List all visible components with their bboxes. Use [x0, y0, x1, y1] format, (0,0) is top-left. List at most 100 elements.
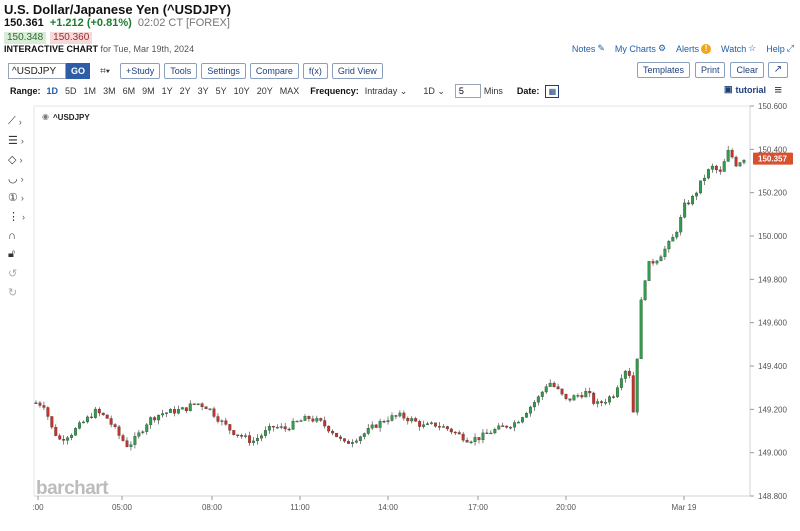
eye-icon[interactable]: ◉	[42, 112, 49, 121]
candle-body	[184, 407, 188, 412]
candle-body	[366, 427, 370, 434]
templates-button[interactable]: Templates	[636, 62, 690, 78]
tools-button[interactable]: Tools	[164, 63, 198, 79]
candle-body	[402, 412, 406, 419]
quote-time: 02:02 CT [FOREX]	[137, 17, 230, 29]
bid-ask: 150.348 150.360	[4, 32, 93, 44]
candle-body	[89, 416, 93, 419]
annotation-tool[interactable]: ① ›	[8, 192, 24, 204]
range-option-5d[interactable]: 5D	[65, 86, 77, 96]
candle-body	[50, 416, 54, 428]
candle-body	[378, 421, 382, 428]
curve-tool[interactable]: ◡ ›	[8, 173, 24, 185]
candle-body	[461, 433, 465, 441]
interval-input[interactable]	[454, 84, 481, 98]
candle-body	[639, 299, 643, 360]
range-option-10y[interactable]: 10Y	[233, 86, 250, 96]
range-option-9m[interactable]: 9M	[142, 86, 155, 96]
candle-body	[525, 413, 528, 418]
candle-body	[556, 386, 560, 390]
range-option-max[interactable]: MAX	[279, 86, 300, 96]
range-option-2y[interactable]: 2Y	[179, 86, 191, 96]
candle-body	[528, 406, 532, 414]
x-tick-label: 14:00	[378, 503, 399, 512]
go-button[interactable]: GO	[66, 63, 91, 79]
interval-unit-select[interactable]: 1D ⌄	[423, 85, 445, 96]
candle-body	[323, 420, 327, 427]
candle-body	[62, 439, 66, 441]
candle-body	[176, 409, 180, 414]
magnet-tool[interactable]: ∩	[8, 226, 34, 245]
range-option-3y[interactable]: 3Y	[197, 86, 209, 96]
menu-icon[interactable]: ≡	[774, 82, 782, 97]
fullscreen-icon[interactable]: ↗	[768, 62, 788, 78]
range-option-20y[interactable]: 20Y	[256, 86, 273, 96]
candle-body	[572, 395, 576, 401]
y-tick-label: 149.000	[758, 449, 787, 458]
measure-tool[interactable]: ⋮ ›	[8, 211, 25, 223]
redo-button[interactable]: ↻	[8, 283, 34, 302]
help-link[interactable]: Help ⤢	[766, 43, 794, 54]
tutorial-link[interactable]: ▣ tutorial	[723, 84, 766, 95]
notes-link[interactable]: Notes ✎	[571, 43, 605, 54]
candle-body	[679, 217, 683, 233]
lock-icon: 🔓︎	[8, 248, 16, 260]
candle-body	[54, 426, 58, 436]
range-option-3m[interactable]: 3M	[103, 86, 116, 96]
candle-body	[263, 430, 267, 436]
candle-body	[343, 438, 346, 442]
range-option-1y[interactable]: 1Y	[161, 86, 173, 96]
candle-body	[267, 425, 271, 431]
candle-body	[394, 415, 398, 417]
candle-body	[347, 441, 350, 444]
compare-icon[interactable]: ⌗▾	[100, 65, 110, 77]
x-tick-label: 17:00	[468, 503, 489, 512]
candle-body	[350, 442, 354, 444]
candle-body	[699, 180, 702, 194]
range-option-1d[interactable]: 1D	[46, 86, 59, 96]
drawing-tools-sidebar: ⟋ › ☰ › ◇ › ◡ › ① › ⋮ › ∩ 🔓︎ ↺ ↻	[8, 112, 34, 302]
bid-price: 150.348	[4, 32, 47, 44]
candle-body	[386, 420, 390, 423]
undo-button[interactable]: ↺	[8, 264, 34, 283]
fx-button[interactable]: f(x)	[302, 63, 328, 79]
candle-body	[465, 440, 469, 443]
candle-body	[615, 387, 619, 398]
trendline-tool[interactable]: ⟋ ›	[8, 115, 22, 127]
clear-button[interactable]: Clear	[730, 62, 764, 78]
candle-body	[354, 440, 358, 443]
chart-caption: INTERACTIVE CHART for Tue, Mar 19th, 202…	[4, 44, 194, 54]
alerts-link[interactable]: Alerts!	[676, 43, 712, 54]
grid-view-button[interactable]: Grid View	[331, 63, 383, 79]
candle-body	[121, 435, 125, 441]
candle-body	[485, 432, 489, 435]
candle-body	[600, 401, 604, 403]
symbol-input[interactable]	[8, 63, 66, 79]
candle-body	[623, 370, 627, 379]
lock-tool[interactable]: 🔓︎	[8, 245, 34, 264]
candle-body	[659, 256, 663, 262]
price-chart[interactable]: 148.800 149.000 149.200 149.400 149.600 149.8…	[0, 102, 800, 531]
candle-body	[453, 431, 457, 434]
range-option-5y[interactable]: 5Y	[215, 86, 227, 96]
frequency-select[interactable]: Intraday ⌄	[364, 85, 408, 96]
candle-body	[78, 422, 81, 429]
settings-button[interactable]: Settings	[201, 63, 246, 79]
watch-link[interactable]: Watch ☆	[721, 43, 757, 54]
study-button[interactable]: +Study	[120, 63, 161, 79]
candle-body	[643, 280, 647, 301]
fib-tool[interactable]: ☰ ›	[8, 135, 24, 147]
candle-body	[671, 237, 675, 242]
compare-button[interactable]: Compare	[249, 63, 299, 79]
calendar-icon[interactable]: ▦	[545, 84, 560, 98]
candle-body	[422, 424, 426, 427]
shape-tool[interactable]: ◇ ›	[8, 154, 23, 166]
range-option-1m[interactable]: 1M	[83, 86, 97, 96]
candle-body	[42, 405, 46, 408]
print-button[interactable]: Print	[694, 62, 726, 78]
range-option-6m[interactable]: 6M	[122, 86, 136, 96]
candle-body	[564, 393, 568, 399]
redo-icon: ↻	[8, 287, 18, 299]
my-charts-link[interactable]: My Charts ⚙	[614, 43, 667, 54]
candle-body	[552, 382, 556, 387]
